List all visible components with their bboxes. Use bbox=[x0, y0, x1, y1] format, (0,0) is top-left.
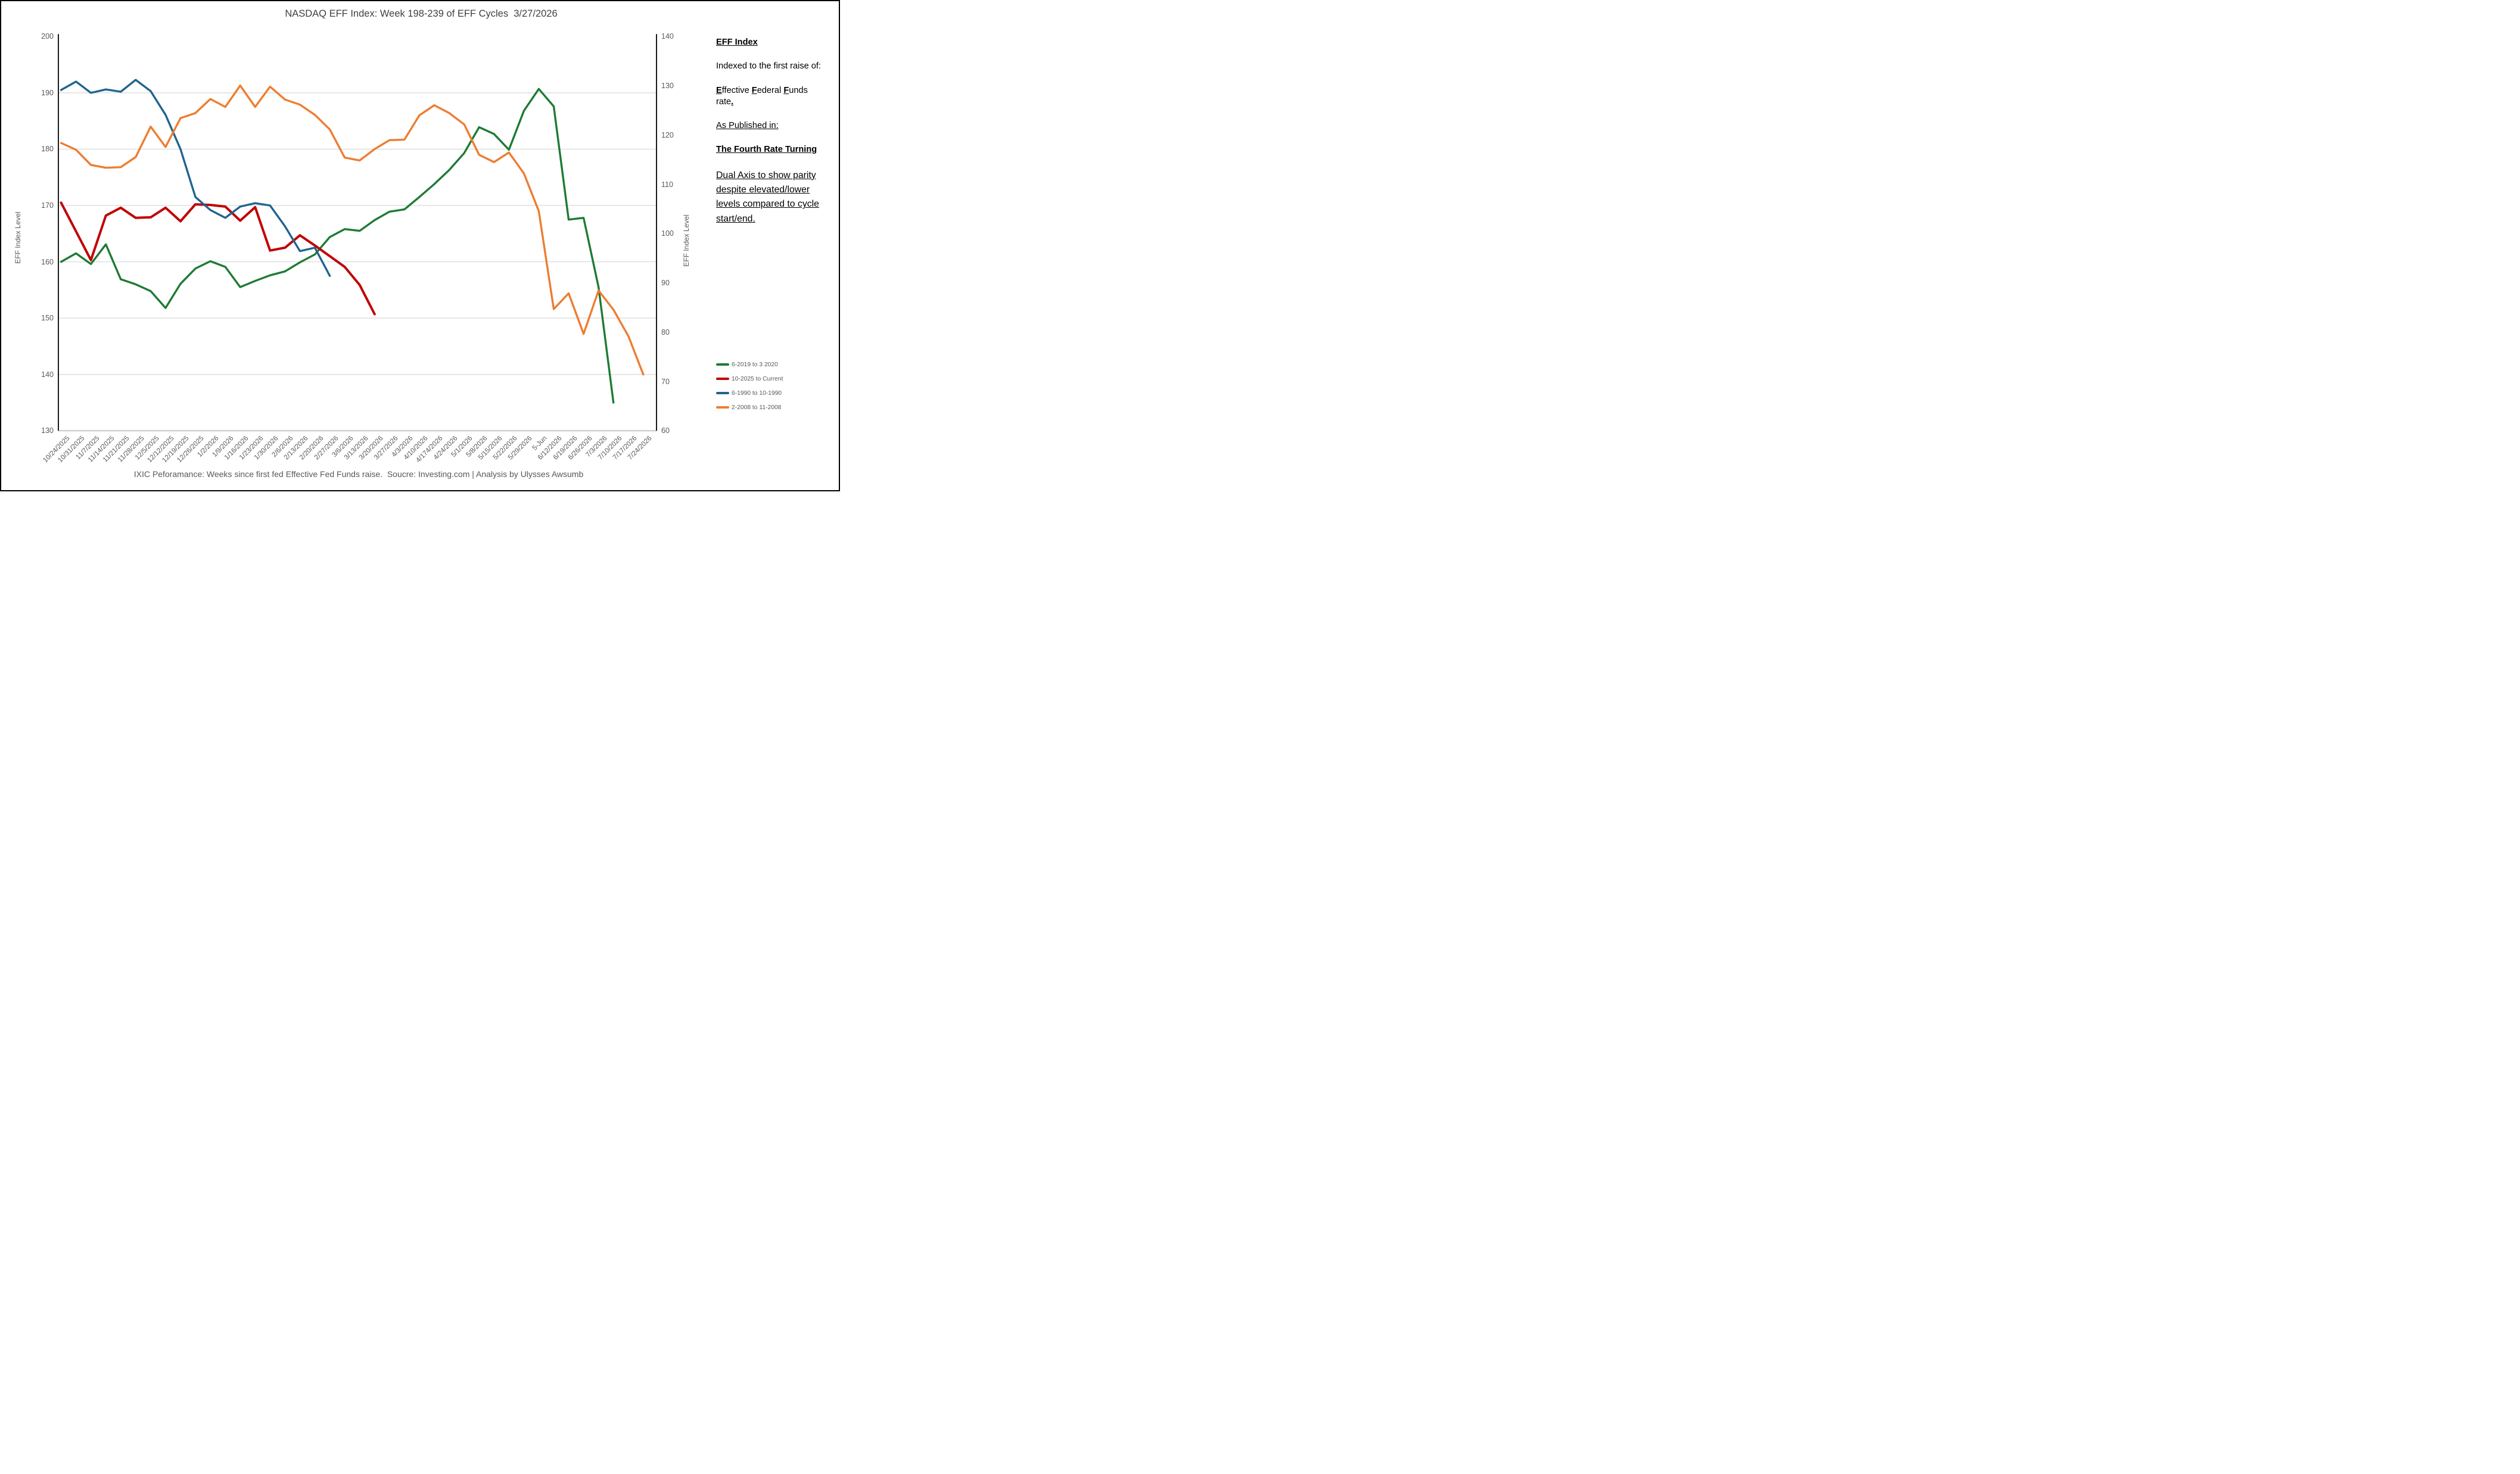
chart-caption: IXIC Peforamance: Weeks since first fed … bbox=[133, 469, 584, 479]
rich-text-segment: ffective bbox=[721, 85, 752, 95]
legend-line-swatch bbox=[716, 392, 729, 394]
right-axis-tick-label: 140 bbox=[661, 32, 674, 41]
legend-line-swatch bbox=[716, 363, 729, 366]
legend-line-swatch bbox=[716, 378, 729, 380]
legend-label: 6-2019 to 3 2020 bbox=[732, 361, 778, 368]
left-axis-tick-label: 130 bbox=[41, 426, 54, 435]
legend-item: 2-2008 to 11-2008 bbox=[716, 403, 835, 412]
right-axis-tick-label: 80 bbox=[661, 328, 670, 336]
series-line-6-2019-to-3-2020 bbox=[60, 88, 615, 404]
right-axis-title: EFF Index Level bbox=[682, 214, 690, 267]
left-axis-tick-label: 140 bbox=[41, 370, 54, 379]
left-axis-tick-label: 170 bbox=[41, 201, 54, 210]
panel-heading: EFF Index bbox=[716, 37, 823, 48]
panel-note-text: Dual Axis to show parity despite elevate… bbox=[716, 170, 819, 224]
legend-line-swatch bbox=[716, 406, 729, 409]
panel-dual-axis-note: Dual Axis to show parity despite elevate… bbox=[716, 169, 823, 227]
legend-item: 10-2025 to Current bbox=[716, 375, 835, 383]
panel-paragraph-indexed: Indexed to the first raise of: bbox=[716, 61, 822, 71]
legend-label: 10-2025 to Current bbox=[732, 375, 783, 382]
rich-text-segment: ederal bbox=[757, 85, 784, 95]
rich-text-segment: . bbox=[731, 96, 734, 107]
legend-label: 6-1990 to 10-1990 bbox=[732, 389, 782, 397]
legend-item: 6-2019 to 3 2020 bbox=[716, 360, 835, 369]
annotation-panel: EFF Index Indexed to the first raise of:… bbox=[716, 37, 823, 239]
panel-published-text: As Published in: bbox=[716, 121, 779, 130]
rich-text-segment: F bbox=[783, 85, 789, 95]
plot-area bbox=[58, 34, 657, 432]
chart-window: NASDAQ EFF Index: Week 198-239 of EFF Cy… bbox=[0, 0, 840, 491]
panel-heading-text: EFF Index bbox=[716, 38, 758, 47]
right-axis-tick-label: 70 bbox=[661, 377, 670, 386]
left-axis-tick-label: 150 bbox=[41, 314, 54, 323]
rich-text-segment: unds rate bbox=[716, 85, 808, 107]
legend-item: 6-1990 to 10-1990 bbox=[716, 389, 835, 397]
left-axis-tick-label: 200 bbox=[41, 32, 54, 41]
chart-title: NASDAQ EFF Index: Week 198-239 of EFF Cy… bbox=[285, 8, 558, 19]
series-line-6-1990-to-10-1990 bbox=[60, 79, 331, 277]
right-axis-tick-label: 130 bbox=[661, 82, 674, 91]
right-axis-tick-label: 110 bbox=[661, 180, 673, 189]
panel-paragraph-book: The Fourth Rate Turning bbox=[716, 144, 823, 155]
left-axis-tick-label: 190 bbox=[41, 88, 54, 97]
legend-label: 2-2008 to 11-2008 bbox=[732, 404, 782, 411]
panel-book-text: The Fourth Rate Turning bbox=[716, 145, 817, 155]
panel-paragraph-eff: Effective Federal Funds rate. bbox=[716, 85, 823, 108]
series-line-2-2008-to-11-2008 bbox=[60, 84, 645, 376]
rich-text-segment: E bbox=[716, 85, 722, 95]
series-line-10-2025-to-current bbox=[60, 201, 376, 316]
right-axis-tick-label: 90 bbox=[661, 279, 670, 288]
right-axis-tick-label: 60 bbox=[661, 426, 670, 435]
left-axis-tick-label: 180 bbox=[41, 145, 54, 154]
legend: 6-2019 to 3 2020 10-2025 to Current 6-1990… bbox=[716, 360, 835, 417]
right-axis-tick-label: 120 bbox=[661, 130, 674, 139]
panel-paragraph-published: As Published in: bbox=[716, 120, 823, 132]
right-axis-tick-label: 100 bbox=[661, 229, 674, 238]
rich-text-segment: F bbox=[751, 85, 757, 95]
left-axis-tick-label: 160 bbox=[41, 257, 54, 266]
